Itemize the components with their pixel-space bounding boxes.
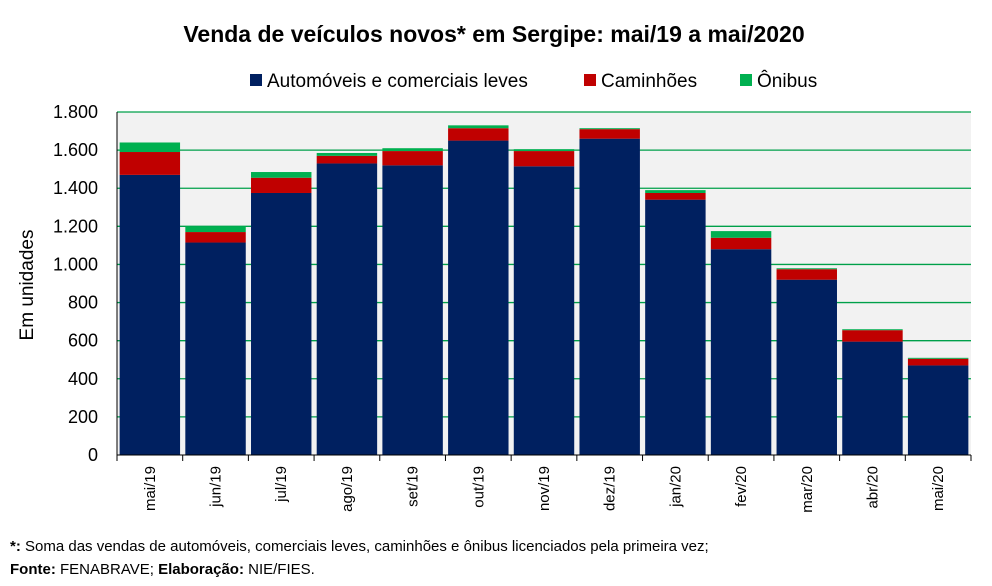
y-axis-label: Em unidades [17,230,38,341]
x-tick-label: set/19 [405,466,422,507]
bar-segment [185,242,246,455]
bar-segment [185,232,246,243]
bar-segment [710,237,772,250]
bars [119,125,969,456]
x-tick-label: mai/19 [142,466,159,511]
legend: Automóveis e comerciais leves Caminhões Ôn… [250,70,817,92]
bar-segment [316,163,378,455]
bar-segment [710,249,772,455]
bar-segment [251,192,312,455]
footnote-source-text: FENABRAVE; [55,561,159,578]
x-tick-label: jun/19 [208,466,225,508]
bar-segment [513,149,575,152]
x-tick-label: jul/19 [273,466,290,503]
bar-segment [251,177,312,193]
footnote-elab-text: NIE/FIES. [243,561,315,578]
legend-swatch [250,74,262,86]
bar-segment [448,140,509,456]
bar-segment [579,129,640,139]
bar-segment [710,231,772,238]
chart-title: Venda de veículos novos* em Sergipe: mai… [183,21,804,47]
x-tick-label: ago/19 [339,466,356,512]
bar-segment [316,155,378,164]
legend-label: Automóveis e comerciais leves [267,71,528,92]
bar-segment [776,269,837,280]
footnote-source: Fonte: FENABRAVE; Elaboração: NIE/FIES. [10,561,315,578]
bar-segment [776,268,837,270]
bar-segment [907,358,969,366]
bar-segment [119,152,181,175]
axes [116,112,972,461]
x-tick-label: mai/20 [930,466,947,511]
footnote-note-text: Soma das vendas de automóveis, comerciai… [20,538,709,555]
x-tick-labels: mai/19 jun/19 jul/19 ago/19 set/19 out/19 nov/… [142,466,947,513]
bar-segment [579,128,640,130]
bar-segment [382,165,443,455]
bar-segment [448,128,509,141]
bar-segment [842,341,903,455]
bar-segment [907,365,969,455]
bar-segment [382,148,443,152]
y-tick-label: 400 [68,369,98,389]
footnote-note-label: *: [10,538,21,555]
legend-swatch [584,74,596,86]
legend-label: Caminhões [601,71,697,92]
x-tick-label: out/19 [470,466,487,508]
bar-segment [448,125,509,129]
bar-segment [842,330,903,342]
x-tick-label: jan/20 [667,466,684,508]
y-tick-label: 1.600 [53,140,98,160]
bar-segment [513,166,575,455]
x-tick-label: fev/20 [733,466,750,507]
bar-segment [579,138,640,455]
y-tick-label: 1.000 [53,254,98,274]
y-tick-label: 800 [68,293,98,313]
y-tick-label: 600 [68,331,98,351]
bar-segment [119,174,181,455]
bar-segment [907,357,969,359]
bar-segment [513,151,575,167]
bar-segment [776,279,837,455]
bar-segment [119,142,181,153]
x-tick-label: abr/20 [864,466,881,509]
y-tick-label: 1.200 [53,216,98,236]
bar-segment [645,192,706,200]
y-tick-label: 1.400 [53,178,98,198]
footnote-elab-label: Elaboração: [158,561,244,578]
bar-segment [382,151,443,166]
y-tick-label: 200 [68,407,98,427]
footnote-source-label: Fonte: [10,561,56,578]
legend-label: Ônibus [757,70,817,92]
bar-segment [251,172,312,178]
y-tick-labels: 0 200 400 600 800 1.000 1.200 1.400 1.600 1.800 [53,102,98,465]
bar-segment [645,199,706,455]
bar-segment [842,329,903,331]
y-tick-label: 1.800 [53,102,98,122]
bar-segment [645,190,706,193]
x-tick-label: nov/19 [536,466,553,511]
bar-segment [316,152,378,156]
x-tick-label: dez/19 [602,466,619,511]
bar-segment [185,226,246,233]
footnote-note: *: Soma das vendas de automóveis, comerc… [10,538,709,555]
legend-swatch [740,74,752,86]
x-tick-label: mar/20 [799,466,816,513]
y-tick-label: 0 [88,445,98,465]
